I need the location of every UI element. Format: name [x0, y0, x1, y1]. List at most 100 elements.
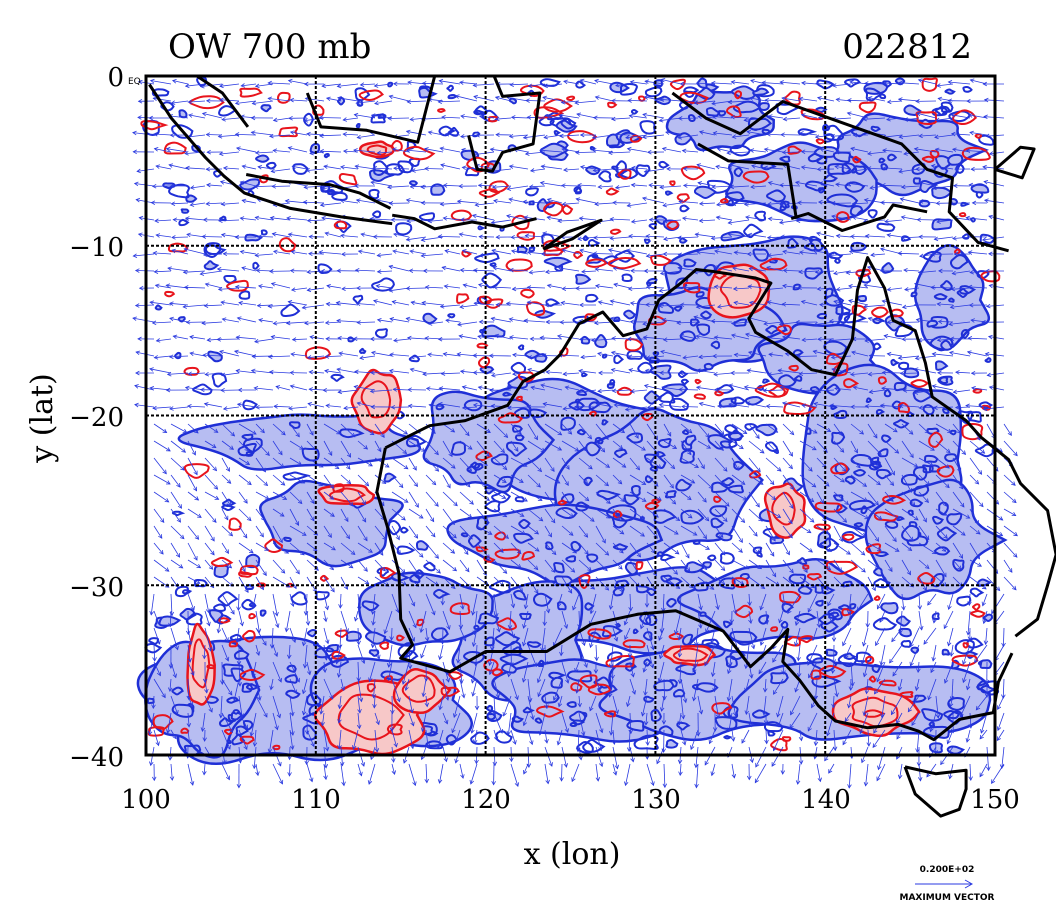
wind-vector — [943, 610, 954, 629]
wind-vector-head — [474, 705, 480, 711]
wind-vector-head — [502, 478, 507, 483]
wind-vector — [357, 559, 368, 572]
wind-vector — [187, 695, 193, 706]
wind-vector-head — [393, 166, 398, 171]
wind-vector — [697, 593, 702, 610]
wind-vector-head — [862, 711, 867, 717]
wind-vector-head — [206, 337, 212, 343]
wind-vector — [801, 82, 818, 85]
negative-ow-cell — [573, 186, 582, 194]
positive-ow-cell — [951, 654, 979, 667]
wind-vector-head — [355, 100, 361, 105]
wind-vector — [170, 525, 185, 539]
wind-vector-head — [846, 621, 852, 627]
wind-vector-head — [135, 197, 141, 203]
wind-vector-head — [508, 335, 514, 340]
wind-vector — [765, 99, 784, 102]
wind-vector-head — [250, 130, 256, 135]
wind-vector — [153, 406, 172, 409]
wind-vector — [491, 372, 512, 376]
wind-vector — [289, 661, 300, 683]
wind-vector-head — [758, 669, 763, 675]
wind-vector-head — [156, 639, 161, 645]
wind-vector — [578, 370, 597, 374]
negative-ow-cell — [867, 209, 878, 219]
wind-vector — [745, 216, 767, 221]
wind-vector — [612, 542, 624, 554]
wind-vector-head — [640, 515, 645, 520]
wind-vector — [646, 253, 665, 257]
wind-vector — [887, 100, 903, 103]
wind-vector — [503, 695, 512, 717]
wind-vector-head — [788, 451, 793, 457]
wind-vector-head — [731, 773, 737, 779]
wind-vector-head — [346, 453, 352, 458]
wind-vector-head — [401, 680, 407, 685]
wind-vector-head — [862, 116, 867, 122]
negative-ow-cell — [238, 290, 251, 300]
wind-vector-head — [846, 550, 851, 555]
wind-vector — [408, 508, 424, 519]
wind-vector — [285, 610, 291, 632]
positive-ow-cell — [561, 204, 574, 215]
positive-ow-cell — [711, 702, 733, 715]
wind-vector — [340, 423, 355, 438]
wind-vector-head — [222, 165, 228, 171]
wind-vector — [493, 593, 498, 617]
negative-ow-cell — [168, 183, 190, 199]
wind-vector-head — [864, 689, 870, 695]
wind-vector-head — [346, 479, 352, 485]
wind-vector — [540, 182, 563, 187]
negative-ow-cell — [865, 397, 873, 403]
negative-ow-cell — [485, 704, 494, 712]
wind-vector — [612, 763, 617, 776]
wind-vector-head — [251, 100, 257, 106]
wind-vector-head — [445, 678, 450, 683]
wind-vector-head — [863, 497, 868, 502]
wind-vector — [559, 114, 580, 119]
wind-vector-head — [952, 183, 958, 188]
wind-vector — [273, 117, 291, 121]
wind-vector-head — [307, 402, 313, 407]
positive-ow-cell — [587, 628, 612, 640]
wind-vector-head — [213, 428, 219, 433]
wind-vector-head — [512, 352, 517, 358]
positive-ow-contour — [851, 696, 899, 728]
wind-vector — [187, 678, 190, 700]
wind-vector-head — [898, 629, 903, 635]
negative-ow-cell — [752, 248, 770, 262]
negative-ow-cell — [717, 110, 727, 117]
wind-vector-head — [685, 567, 691, 572]
negative-ow-cell — [460, 532, 469, 538]
wind-vector-head — [358, 697, 364, 703]
wind-vector — [421, 117, 444, 120]
wind-vector-head — [597, 300, 603, 305]
wind-vector — [777, 695, 784, 717]
wind-vector — [187, 644, 191, 662]
wind-vector — [510, 542, 522, 554]
negative-ow-cell — [400, 526, 409, 534]
wind-vector — [272, 610, 279, 628]
wind-vector-head — [601, 538, 606, 544]
negative-ow-cell — [232, 709, 241, 715]
wind-vector — [323, 474, 334, 489]
wind-vector-head — [547, 532, 552, 538]
wind-vector-head — [693, 763, 699, 769]
wind-vector — [240, 181, 257, 187]
negative-ow-cell — [942, 407, 950, 415]
wind-vector — [320, 695, 325, 714]
wind-vector-head — [406, 335, 412, 341]
wind-vector-head — [671, 499, 677, 505]
wind-vector-head — [234, 234, 240, 240]
wind-vector — [170, 423, 187, 433]
wind-vector-head — [356, 134, 362, 140]
wind-vector-head — [851, 215, 857, 220]
wind-vector-head — [469, 779, 474, 785]
wind-vector — [745, 644, 750, 669]
negative-ow-cell — [560, 117, 577, 130]
wind-vector-head — [768, 352, 773, 357]
wind-vector-head — [370, 643, 376, 649]
wind-vector-head — [137, 336, 142, 342]
wind-vector — [153, 542, 164, 555]
wind-vector-head — [915, 166, 920, 172]
